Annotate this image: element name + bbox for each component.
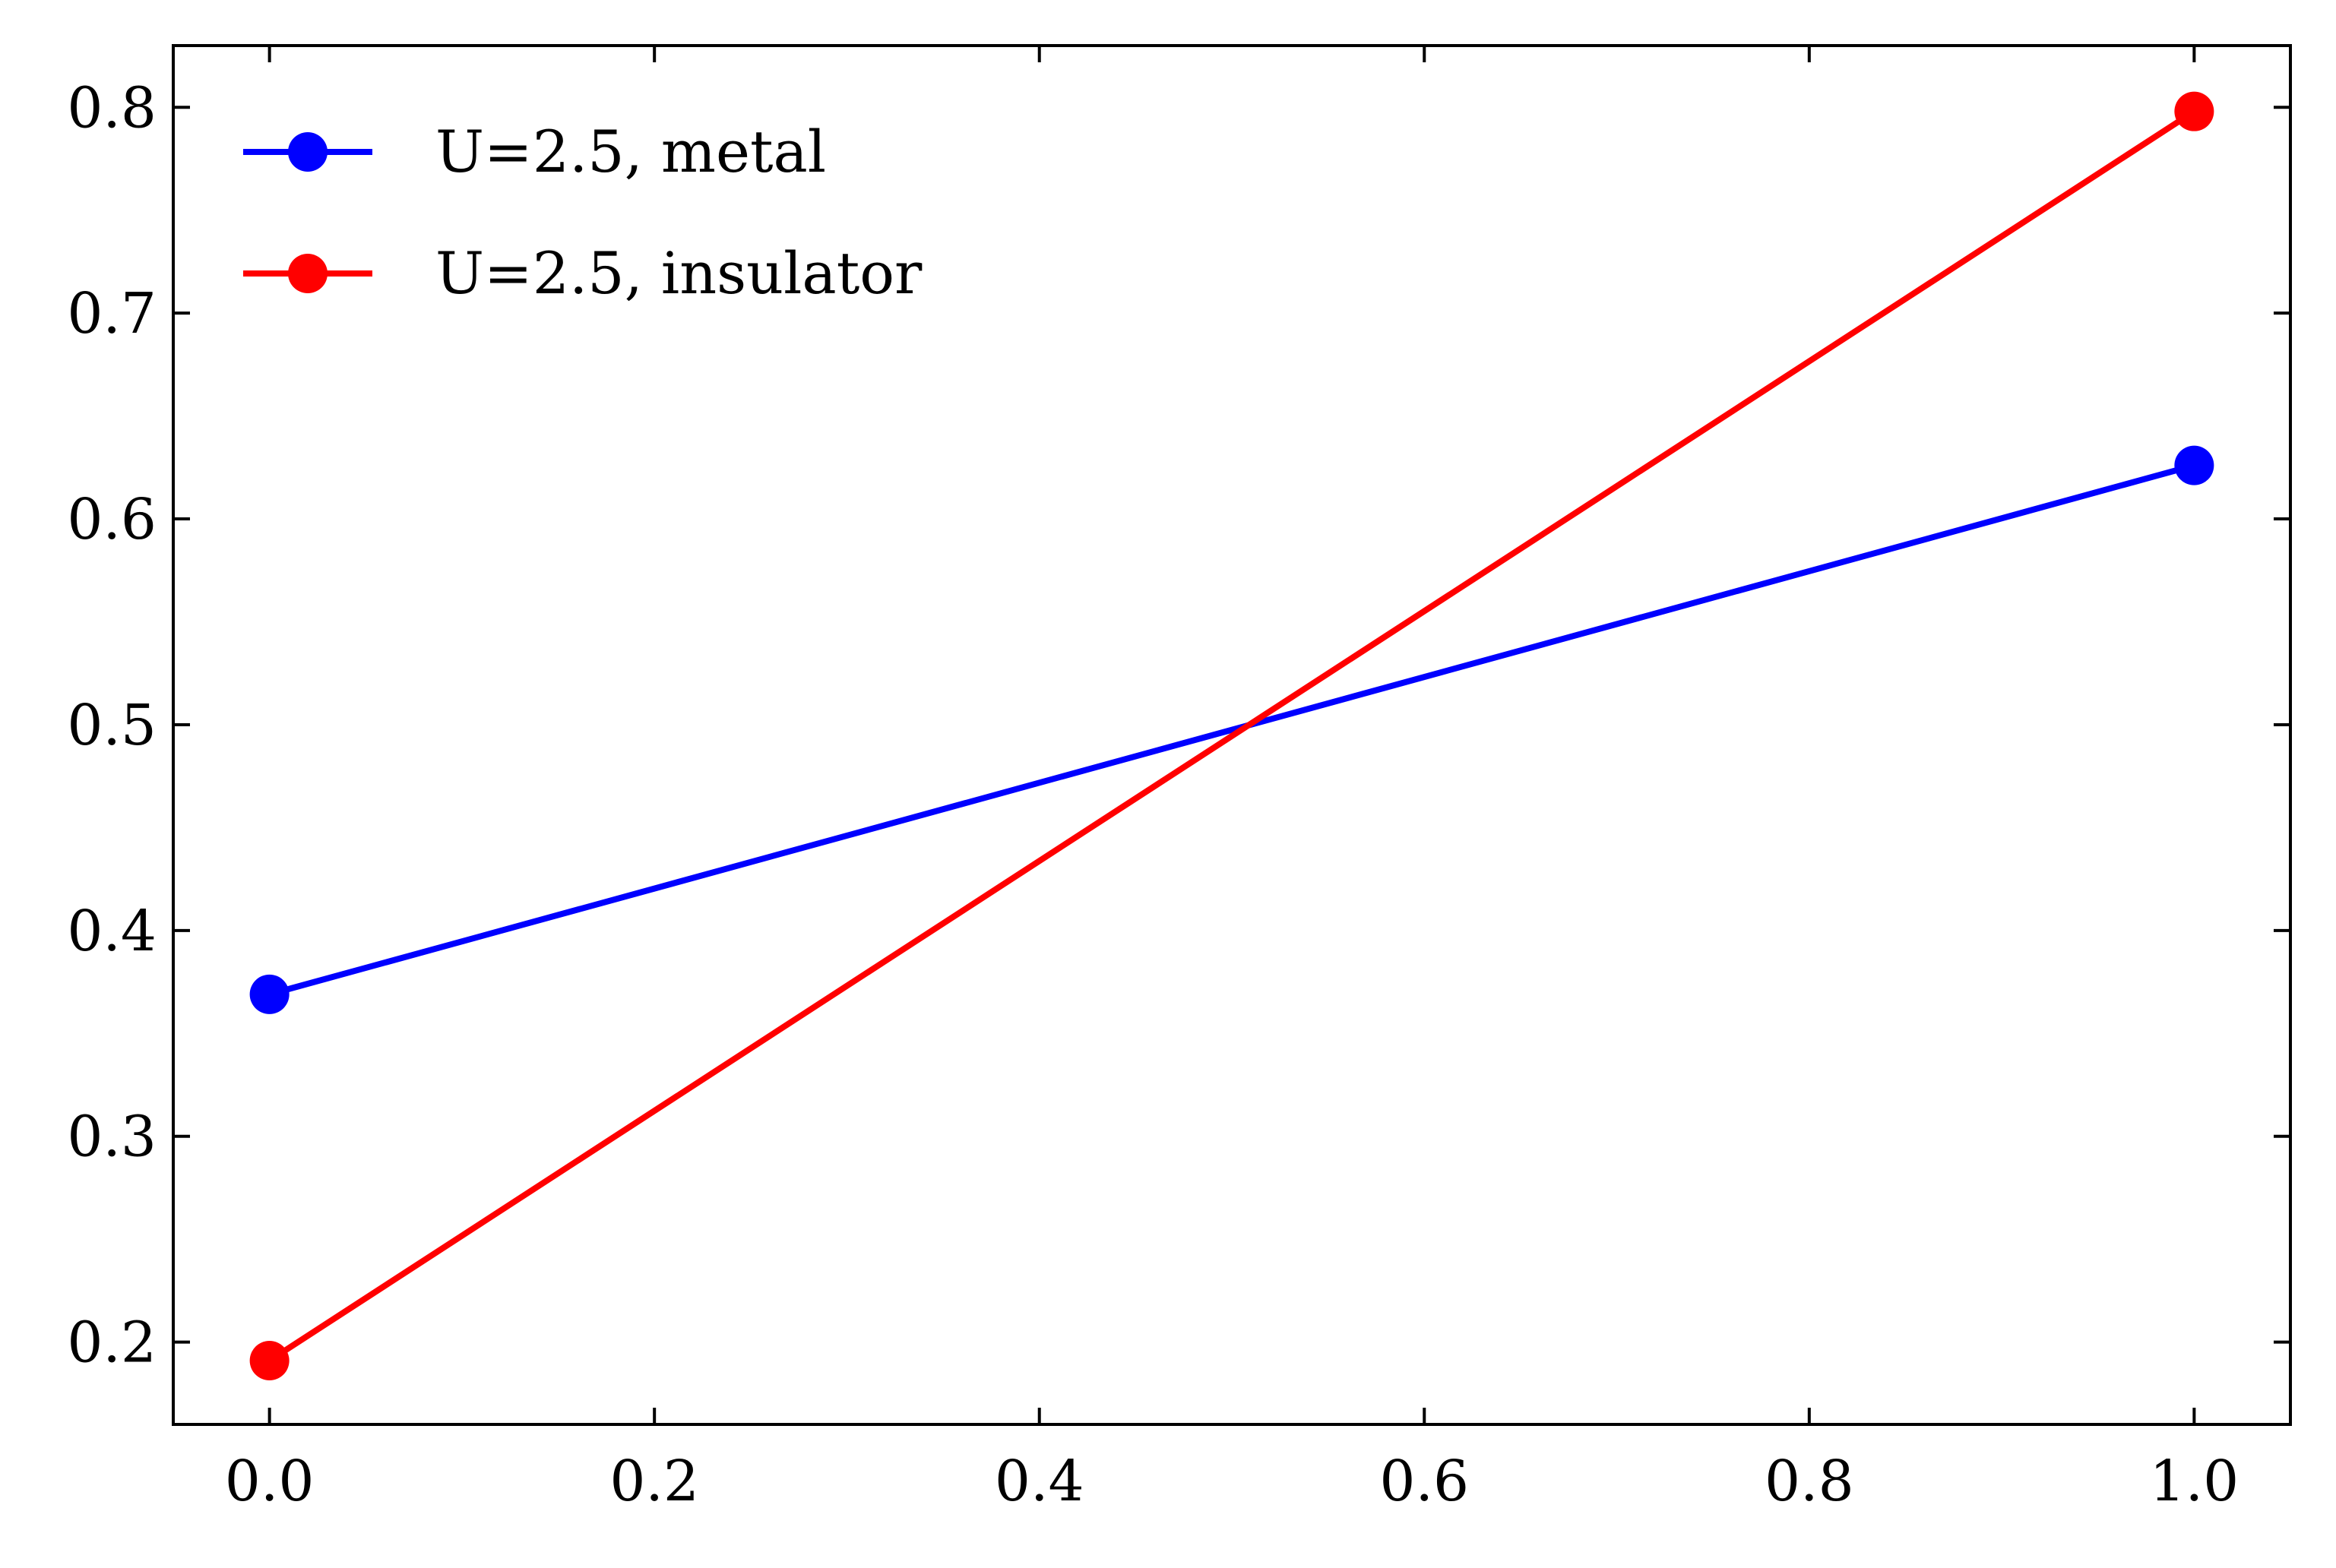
legend-marker <box>288 132 328 172</box>
y-tick-label: 0.2 <box>67 1310 157 1376</box>
x-tick-label: 0.8 <box>1765 1449 1854 1514</box>
y-tick-label: 0.8 <box>67 75 157 141</box>
data-point <box>249 974 290 1014</box>
data-point <box>2174 91 2214 131</box>
x-tick-label: 1.0 <box>2150 1449 2239 1514</box>
y-axis: 0.2 0.3 0.4 0.5 0.6 0.7 0.8 <box>67 75 2290 1376</box>
x-axis: 0.0 0.2 0.4 0.6 0.8 1.0 <box>225 46 2239 1514</box>
x-tick-label: 0.4 <box>995 1449 1084 1514</box>
y-tick-label: 0.6 <box>67 487 157 552</box>
legend-label: U=2.5, metal <box>435 118 826 185</box>
plot-series <box>249 91 2214 1381</box>
x-tick-label: 0.6 <box>1379 1449 1469 1514</box>
series-line <box>267 109 2196 1364</box>
y-tick-label: 0.7 <box>67 281 157 346</box>
legend-label: U=2.5, insulator <box>435 239 923 307</box>
data-point <box>2174 445 2214 485</box>
legend: U=2.5, metal U=2.5, insulator <box>243 118 923 307</box>
x-tick-label: 0.0 <box>225 1449 315 1514</box>
x-tick-label: 0.2 <box>609 1449 699 1514</box>
plot-frame <box>172 44 2292 1426</box>
legend-marker <box>288 254 328 293</box>
y-tick-label: 0.4 <box>67 899 157 964</box>
y-tick-label: 0.5 <box>67 693 157 758</box>
data-point <box>249 1341 290 1381</box>
y-tick-label: 0.3 <box>67 1105 157 1170</box>
series-line <box>268 462 2195 997</box>
